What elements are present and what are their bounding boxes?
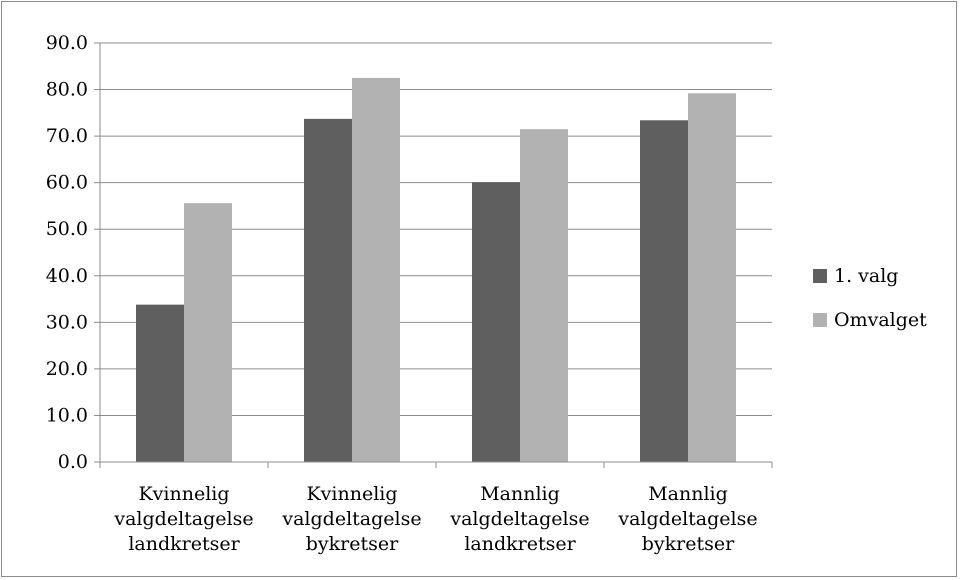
x-category-label: Kvinnelig valgdeltagelse bykretser <box>281 483 421 555</box>
y-tick-label: 0.0 <box>58 451 88 473</box>
y-tick-label: 80.0 <box>46 79 88 101</box>
y-tick-label: 40.0 <box>46 265 88 287</box>
y-tick-label: 30.0 <box>46 311 88 333</box>
y-axis-tick-labels: 0.0 10.0 20.0 30.0 40.0 50.0 60.0 70.0 80.0 90.0 <box>46 32 88 473</box>
legend-label: Omvalget <box>834 309 927 331</box>
axes <box>94 42 773 468</box>
y-tick-label: 60.0 <box>46 172 88 194</box>
bar-series2 <box>688 93 736 462</box>
legend-swatch <box>813 269 827 283</box>
y-tick-label: 90.0 <box>46 32 88 54</box>
bars <box>136 77 736 463</box>
y-tick-label: 70.0 <box>46 125 88 147</box>
x-category-label: Mannlig valgdeltagelse landkretser <box>449 483 589 555</box>
bar-series2 <box>352 77 400 463</box>
legend-swatch <box>813 313 827 327</box>
bar-series2 <box>184 203 232 462</box>
y-tick-label: 50.0 <box>46 218 88 240</box>
bar-series1 <box>472 182 520 462</box>
bar-series1 <box>640 120 688 462</box>
x-category-label: Kvinnelig valgdeltagelse landkretser <box>113 483 253 555</box>
bar-series1 <box>136 304 184 462</box>
x-category-label: Mannlig valgdeltagelse bykretser <box>617 483 757 555</box>
legend-label: 1. valg <box>834 265 898 287</box>
y-tick-label: 20.0 <box>46 358 88 380</box>
x-axis-category-labels: Kvinnelig valgdeltagelse landkretser Kvinne… <box>113 483 757 555</box>
bar-series2 <box>520 129 568 462</box>
y-tick-label: 10.0 <box>46 404 88 426</box>
legend: 1. valg Omvalget <box>813 265 927 331</box>
bar-series1 <box>304 118 352 462</box>
